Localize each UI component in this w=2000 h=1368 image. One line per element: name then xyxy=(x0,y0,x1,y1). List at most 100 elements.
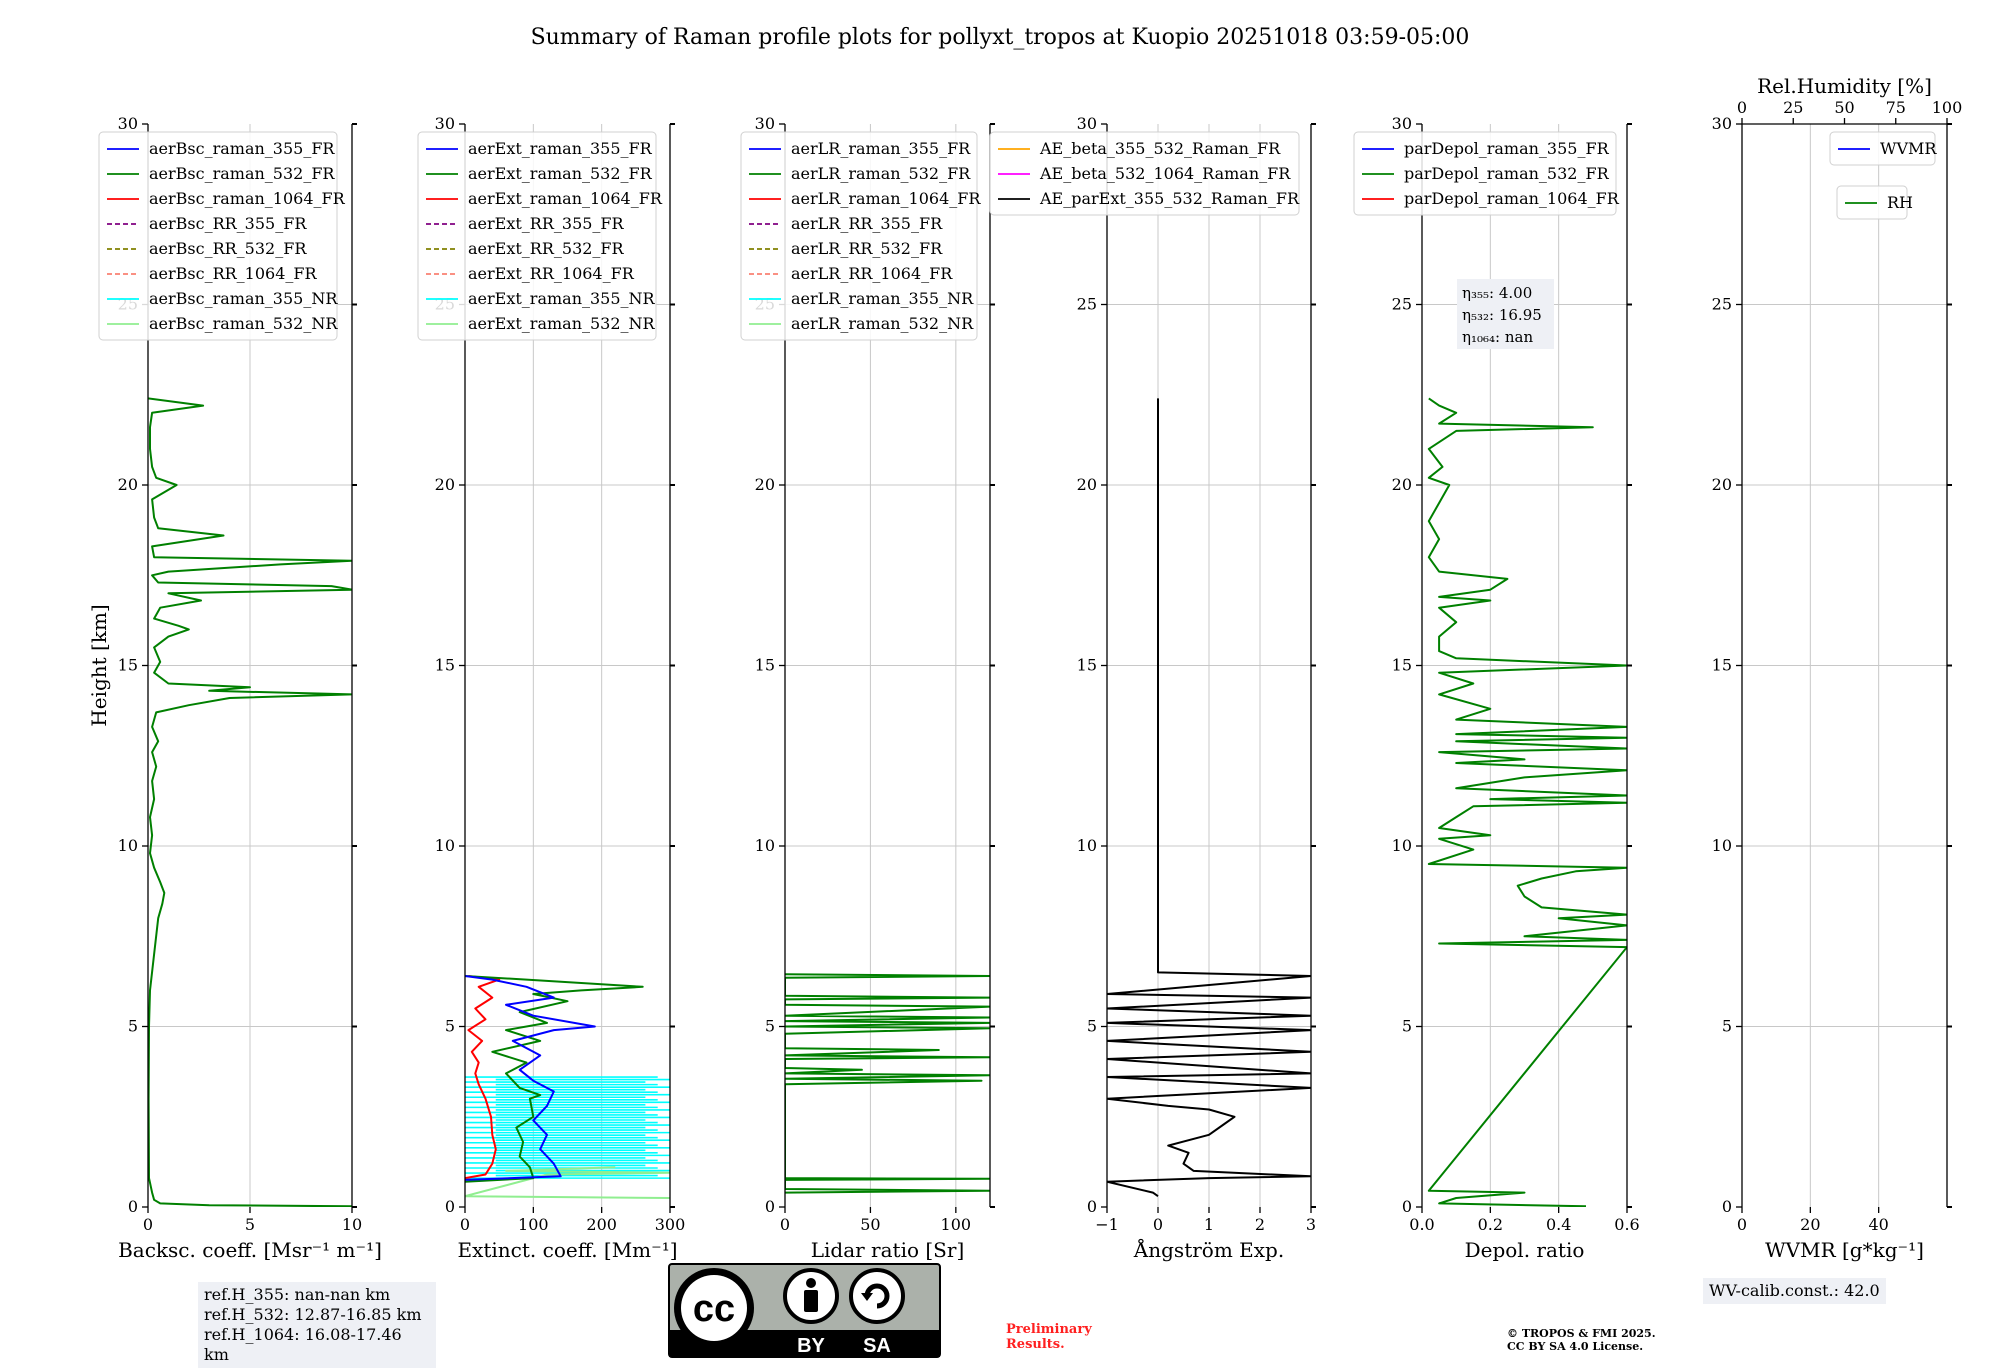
eta-annotation-bg xyxy=(1457,279,1554,349)
x-tick-label: 0 xyxy=(460,1215,470,1234)
data-layer xyxy=(465,975,670,1199)
series-aerExt_raman_355_NR xyxy=(465,1076,670,1179)
top-x-tick-label: 25 xyxy=(1783,98,1803,117)
y-tick-label: 0 xyxy=(1722,1197,1732,1216)
y-tick-label: 10 xyxy=(1712,836,1732,855)
x-tick-label: 300 xyxy=(655,1215,686,1234)
cc-label: cc xyxy=(693,1288,735,1330)
data-layer xyxy=(785,973,990,1194)
legend-entry: aerExt_RR_532_FR xyxy=(468,239,625,258)
series-aerLR_raman_532_FR xyxy=(785,973,990,1194)
legend-frame xyxy=(989,131,1300,216)
y-tick-label: 10 xyxy=(435,836,455,855)
y-tick-label: 5 xyxy=(1087,1017,1097,1036)
series-parDepol_raman_532_FR xyxy=(1427,397,1627,1207)
y-tick-label: 30 xyxy=(1077,114,1097,133)
legend: aerExt_raman_355_FR aerExt_raman_532_FRae… xyxy=(417,131,663,341)
x-tick-label: 1 xyxy=(1204,1215,1214,1234)
y-tick-label: 15 xyxy=(1392,656,1412,675)
copyright-line-1: © TROPOS & FMI 2025. xyxy=(1507,1327,1656,1340)
legend-frame xyxy=(740,131,978,341)
y-tick-label: 15 xyxy=(118,656,138,675)
legend-entry: aerExt_RR_1064_FR xyxy=(468,264,635,283)
legend-entry: aerLR_raman_532_FR xyxy=(791,164,971,183)
legend-entry: AE_beta_355_532_Raman_FR xyxy=(1039,139,1281,158)
legend: aerLR_raman_355_FR aerLR_raman_532_FR aerL… xyxy=(740,131,981,341)
y-tick-label: 30 xyxy=(1392,114,1412,133)
y-tick-label: 0 xyxy=(1402,1197,1412,1216)
y-tick-label: 10 xyxy=(755,836,775,855)
y-tick-label: 30 xyxy=(755,114,775,133)
wv-calib-box: WV-calib.const.: 42.0 xyxy=(1703,1278,1886,1304)
y-tick-label: 5 xyxy=(1402,1017,1412,1036)
y-tick-label: 20 xyxy=(1077,475,1097,494)
x-axis-label: WVMR [g*kg⁻¹] xyxy=(1765,1238,1924,1262)
figure-title: Summary of Raman profile plots for polly… xyxy=(531,25,1470,50)
y-tick-label: 20 xyxy=(1712,475,1732,494)
legend-entry: aerExt_raman_532_FR xyxy=(468,164,653,183)
legend-entry: aerBsc_raman_532_NR xyxy=(149,314,338,333)
y-tick-label: 15 xyxy=(1077,656,1097,675)
legend-entry: AE_parExt_355_532_Raman_FR xyxy=(1039,189,1300,208)
series-aerExt_raman_355_FR xyxy=(465,975,596,1181)
y-tick-label: 5 xyxy=(1722,1017,1732,1036)
x-tick-label: 20 xyxy=(1800,1215,1820,1234)
wv-calib-const: WV-calib.const.: 42.0 xyxy=(1709,1281,1880,1300)
y-tick-label: 10 xyxy=(1077,836,1097,855)
series-aerExt_raman_532_FR xyxy=(465,975,644,1183)
ref-h-1064: ref.H_1064: 16.08-17.46 km xyxy=(204,1325,402,1364)
x-tick-label: 3 xyxy=(1306,1215,1316,1234)
y-tick-label: 5 xyxy=(445,1017,455,1036)
legend: WVMR xyxy=(1829,131,1937,166)
x-tick-label: 2 xyxy=(1255,1215,1265,1234)
legend-frame xyxy=(1829,131,1936,166)
y-tick-label: 5 xyxy=(128,1017,138,1036)
y-tick-label: 10 xyxy=(1392,836,1412,855)
legend: aerBsc_raman_355_FR aerBsc_raman_532_FRae… xyxy=(98,131,346,341)
panel-bsc: 0510152025300510Backsc. coeff. [Msr⁻¹ m⁻… xyxy=(87,114,382,1262)
series-AE_parExt_355_532_Raman_FR xyxy=(1107,398,1311,1198)
x-tick-label: 5 xyxy=(245,1215,255,1234)
preliminary-line-1: Preliminary xyxy=(1006,1322,1092,1337)
legend-rh: RH xyxy=(1836,185,1913,220)
cc-by-sa-badge-icon: cc BY SA xyxy=(668,1263,941,1358)
legend-entry: aerLR_RR_532_FR xyxy=(791,239,943,258)
data-layer xyxy=(1427,397,1627,1207)
x-tick-label: −1 xyxy=(1095,1215,1119,1234)
y-tick-label: 0 xyxy=(765,1197,775,1216)
legend-entry: aerBsc_raman_355_NR xyxy=(149,289,338,308)
top-x-tick-label: 75 xyxy=(1886,98,1906,117)
top-x-axis-label: Rel.Humidity [%] xyxy=(1757,74,1932,98)
series-aerExt_raman_532_NR xyxy=(465,1166,670,1199)
legend-entry: aerExt_raman_355_FR xyxy=(468,139,653,158)
legend-frame xyxy=(1353,131,1617,216)
y-tick-label: 0 xyxy=(1087,1197,1097,1216)
legend-entry: aerBsc_RR_532_FR xyxy=(149,239,307,258)
preliminary-note: Preliminary Results. xyxy=(1006,1322,1092,1352)
ref-h-532: ref.H_532: 12.87-16.85 km xyxy=(204,1305,422,1324)
legend-entry: WVMR xyxy=(1880,139,1937,158)
legend-entry: aerBsc_raman_532_FR xyxy=(149,164,335,183)
legend-frame xyxy=(417,131,657,341)
x-tick-label: 0 xyxy=(1737,1215,1747,1234)
y-tick-label: 0 xyxy=(128,1197,138,1216)
top-x-tick-label: 0 xyxy=(1737,98,1747,117)
y-tick-label: 15 xyxy=(755,656,775,675)
x-tick-label: 0 xyxy=(143,1215,153,1234)
ref-h-355: ref.H_355: nan-nan km xyxy=(204,1285,391,1304)
x-tick-label: 0.4 xyxy=(1546,1215,1571,1234)
y-tick-label: 15 xyxy=(1712,656,1732,675)
y-tick-label: 30 xyxy=(1712,114,1732,133)
legend-entry: aerLR_raman_532_NR xyxy=(791,314,974,333)
legend-entry: aerBsc_raman_355_FR xyxy=(149,139,335,158)
legend-entry: AE_beta_532_1064_Raman_FR xyxy=(1039,164,1291,183)
y-tick-label: 0 xyxy=(445,1197,455,1216)
panel-ext: 0510152025300100200300Extinct. coeff. [M… xyxy=(417,114,686,1262)
series-aerExt_raman_1064_FR xyxy=(465,975,501,1180)
legend-entry: aerLR_RR_355_FR xyxy=(791,214,943,233)
legend-entry: aerBsc_raman_1064_FR xyxy=(149,189,346,208)
series-aerBsc_raman_532_FR xyxy=(148,397,352,1207)
legend-entry: aerExt_raman_1064_FR xyxy=(468,189,663,208)
x-tick-label: 10 xyxy=(342,1215,362,1234)
